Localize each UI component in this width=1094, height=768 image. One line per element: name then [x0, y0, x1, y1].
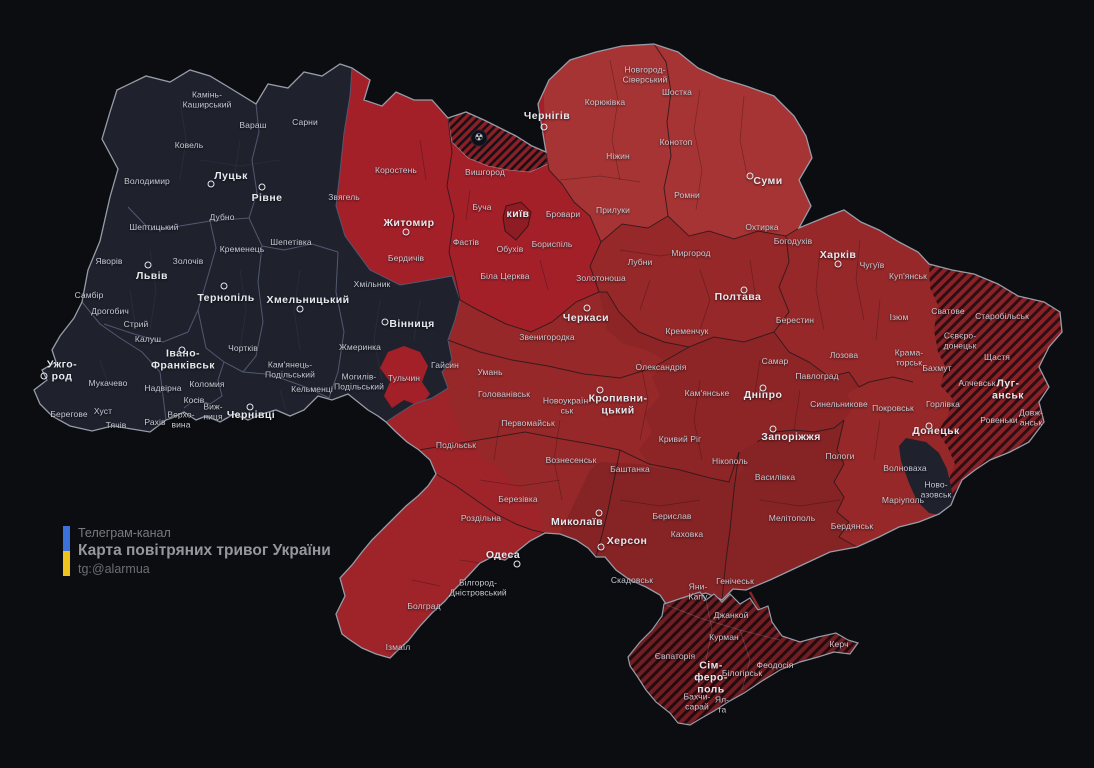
- watermark-channel-type: Телеграм-канал: [78, 526, 171, 540]
- watermark-map-title: Карта повітряних тривог України: [78, 542, 331, 559]
- region-chernihiv-sumy: [540, 44, 830, 242]
- region-kyiv-city: [502, 201, 532, 241]
- ukraine-flag-bar-icon: [63, 526, 70, 576]
- region-tulchyn-alert-enclave: [380, 346, 430, 408]
- oblast-borders-alert: [418, 44, 914, 601]
- region-luhansk-hatched: [929, 264, 1062, 505]
- region-west-no-alert: [34, 44, 460, 452]
- region-odesa: [336, 388, 545, 658]
- region-crimea-hatched: [627, 591, 859, 726]
- crimea-raion-borders: [663, 599, 781, 691]
- flag-blue: [63, 526, 70, 551]
- watermark: Телеграм-канал Карта повітряних тривог У…: [63, 526, 331, 576]
- region-dnipro: [599, 292, 859, 482]
- region-zaporizhzhia-kherson: [560, 420, 857, 607]
- oblast-borders-quiet: [81, 67, 461, 423]
- flag-yellow: [63, 551, 70, 576]
- region-donetsk-city-no-alert: [899, 438, 954, 516]
- raion-borders-quiet: [99, 99, 421, 411]
- watermark-telegram-handle: tg:@alarmua: [78, 562, 150, 576]
- watermark-text: Телеграм-канал Карта повітряних тривог У…: [78, 526, 331, 576]
